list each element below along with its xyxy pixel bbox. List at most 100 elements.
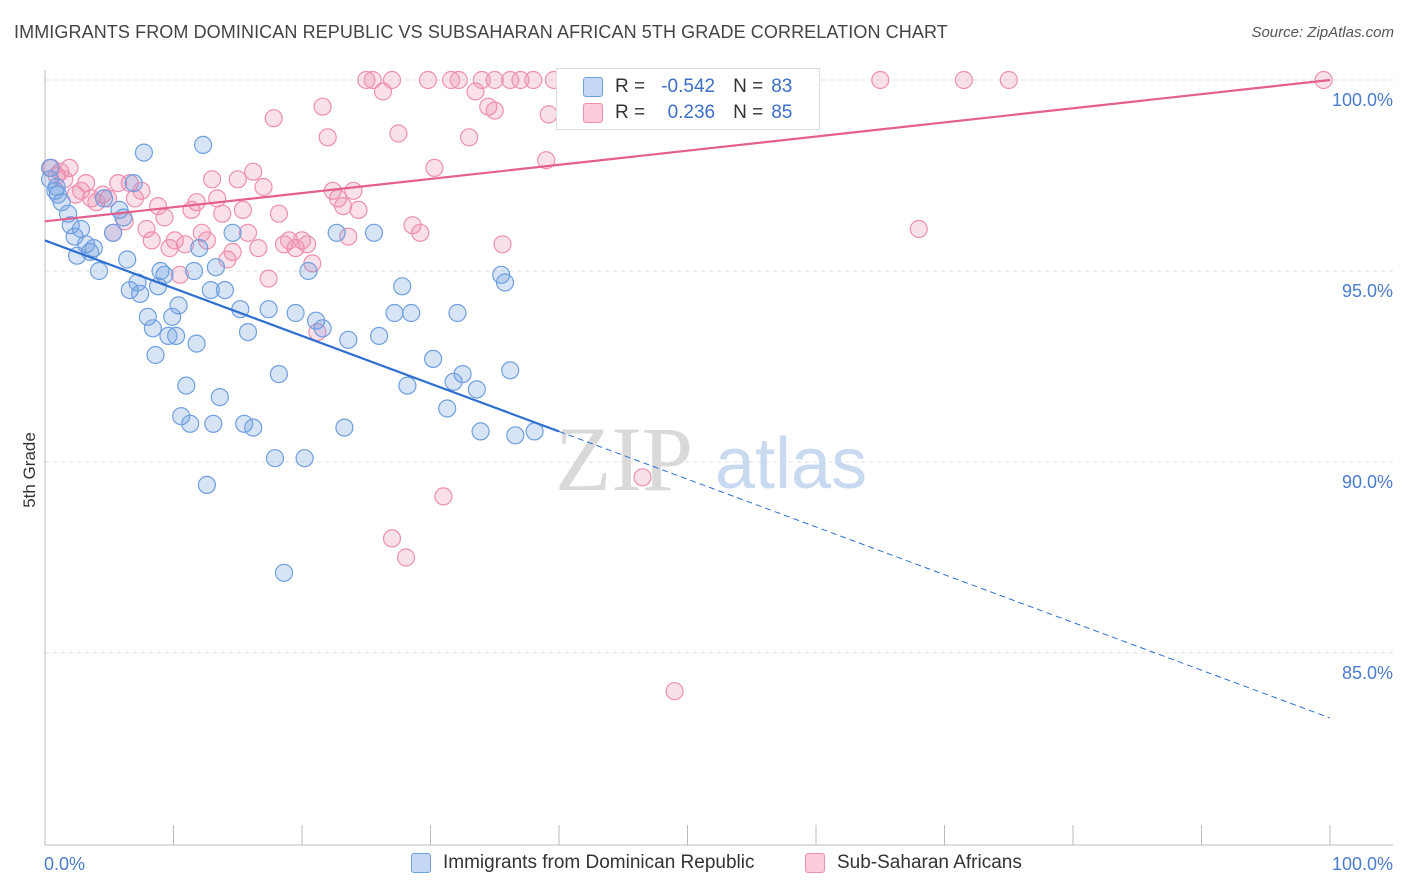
blue-point [307,311,326,330]
pink-point [349,200,368,219]
pink-point [389,124,408,143]
pink-point [633,468,652,487]
stats-r-value: 0.236 [667,102,716,123]
pink-point [466,82,485,101]
blue-point [204,414,223,433]
blue-point [215,281,234,300]
pink-point [187,193,206,212]
stats-swatch-blue [583,77,603,97]
bottom-legend: Immigrants from Dominican Republic Sub-S… [0,852,1406,878]
blue-point [163,307,182,326]
pink-point [357,70,376,90]
pink-point [344,181,363,200]
blue-point [495,273,515,292]
blue-point [244,418,263,437]
legend-label-pink: Sub-Saharan Africans [837,852,1022,873]
pink-point [298,235,317,254]
blue-point [134,143,153,162]
pink-point [264,109,283,128]
blue-trend-line [44,239,560,433]
blue-point [398,376,417,395]
blue-point [146,345,165,365]
blue-point [190,239,209,258]
pink-point [269,204,288,223]
pink-point [334,197,353,216]
blue-point [185,261,204,281]
stats-legend: R = -0.542 N = 83 R = 0.236 N = 85 [556,68,820,130]
y-tick-label: 100.0% [1332,90,1393,110]
blue-point [223,223,242,242]
trend-lines [44,78,1331,719]
blue-point [47,177,66,197]
pink-point [954,70,973,90]
stats-n-label: N = [733,76,764,97]
pink-point [382,529,402,548]
legend-item-blue[interactable]: Immigrants from Dominican Republic [411,852,755,874]
pink-point [434,487,453,506]
pink-point [208,189,227,208]
blue-point [364,223,384,242]
blue-point [84,239,103,258]
pink-point [170,265,189,284]
blue-point [501,361,520,380]
pink-point [460,128,479,147]
blue-point [327,223,346,242]
pink-point [909,219,928,239]
pink-point [449,70,468,90]
blue-point [61,216,80,235]
blue-point [181,414,200,433]
blue-point [448,303,467,323]
pink-point [238,223,258,242]
blue-point [313,319,332,338]
pink-point [403,216,422,235]
pink-point [125,189,144,208]
stats-r-label: R = [615,102,646,123]
pink-point [411,223,430,242]
blue-point [118,250,137,269]
pink-point [176,235,195,254]
legend-item-pink[interactable]: Sub-Saharan Africans [805,852,1022,874]
pink-point [132,181,151,200]
pink-point [397,548,416,567]
blue-point [506,426,525,445]
blue-point [385,303,404,323]
blue-point [370,326,389,345]
blue-point [197,475,216,494]
pink-point [425,158,444,177]
blue-point [269,365,288,384]
blue-point [103,223,123,242]
pink-point [472,70,491,90]
stats-row-pink: R = 0.236 N = 85 [557,100,792,126]
pink-point [665,682,684,701]
pink-point [254,177,273,197]
pink-point [382,70,402,90]
legend-swatch-blue [411,853,431,873]
blue-point [155,265,174,284]
stats-r-value: -0.542 [661,76,716,97]
y-axis-label: 5th Grade [20,432,39,508]
blue-point [177,376,196,395]
stats-r-label: R = [615,76,646,97]
pink-point [524,70,543,90]
blue-point [201,281,220,300]
blue-point [471,422,490,441]
pink-point [442,70,461,90]
series-blue-points [40,135,544,582]
blue-point [210,388,229,407]
blue-point [339,330,358,349]
blue-point [467,380,486,399]
pink-point [511,70,530,90]
series-pink-points [42,70,1333,701]
pink-point [493,235,512,254]
pink-point [318,128,337,147]
y-tick-label: 90.0% [1342,472,1393,492]
blue-point [167,326,186,345]
blue-point [335,418,354,437]
pink-point [98,189,118,208]
pink-point [213,204,232,223]
blue-point [206,258,225,277]
axes [44,70,1393,846]
pink-point [228,170,247,189]
stats-swatch-pink [583,103,603,123]
